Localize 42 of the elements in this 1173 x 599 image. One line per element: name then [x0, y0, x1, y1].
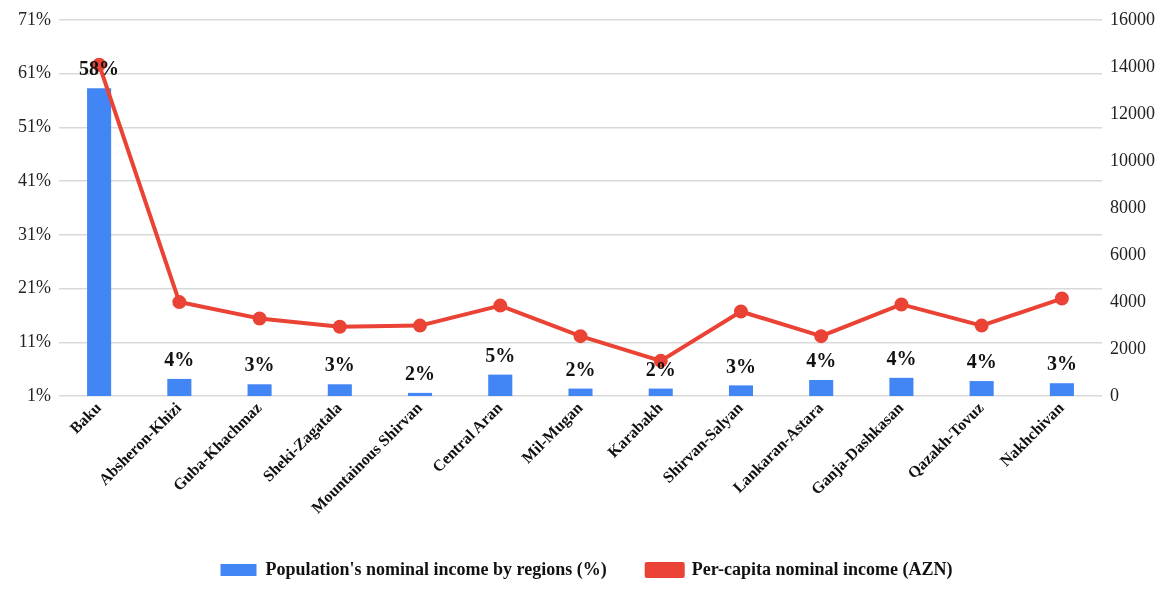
data-label: 4% — [164, 348, 195, 371]
y2-tick-label: 4000 — [1110, 290, 1146, 311]
y-tick-label: 61% — [17, 62, 51, 83]
data-label: 2% — [565, 357, 596, 380]
y2-tick-label: 2000 — [1110, 337, 1146, 358]
data-label: 4% — [886, 347, 917, 370]
point — [573, 329, 588, 344]
y-tick-label: 51% — [17, 116, 51, 137]
legend-label: Population's nominal income by regions (%) — [265, 558, 607, 580]
point — [814, 329, 829, 344]
y-tick-label: 11% — [18, 331, 51, 352]
y-tick-label: 21% — [17, 277, 51, 298]
point — [252, 311, 267, 326]
y2-tick-label: 6000 — [1110, 243, 1146, 264]
point — [493, 298, 508, 313]
point — [1054, 291, 1069, 306]
data-label: 2% — [645, 357, 676, 380]
data-label: 4% — [806, 349, 837, 372]
y-tick-label: 71% — [17, 8, 51, 29]
data-label: 2% — [405, 362, 436, 385]
data-label: 3% — [244, 353, 275, 376]
data-label: 3% — [1046, 352, 1077, 375]
y2-tick-label: 14000 — [1110, 55, 1155, 76]
y2-tick-label: 8000 — [1110, 196, 1146, 217]
point — [172, 295, 187, 310]
point — [894, 297, 909, 312]
y-tick-label: 41% — [17, 169, 51, 190]
data-label: 3% — [324, 353, 355, 376]
data-label: 4% — [966, 350, 997, 373]
data-label: 3% — [725, 354, 756, 377]
point — [332, 319, 347, 334]
y2-tick-label: 0 — [1110, 384, 1119, 405]
y2-tick-label: 16000 — [1110, 8, 1155, 29]
point — [413, 318, 428, 333]
y2-tick-label: 12000 — [1110, 102, 1155, 123]
point — [733, 304, 748, 319]
y2-tick-label: 10000 — [1110, 149, 1155, 170]
data-label: 5% — [485, 343, 516, 366]
point — [974, 318, 989, 333]
legend-label: Per-capita nominal income (AZN) — [691, 558, 953, 580]
y-tick-label: 1% — [26, 384, 51, 405]
y-tick-label: 31% — [17, 223, 51, 244]
